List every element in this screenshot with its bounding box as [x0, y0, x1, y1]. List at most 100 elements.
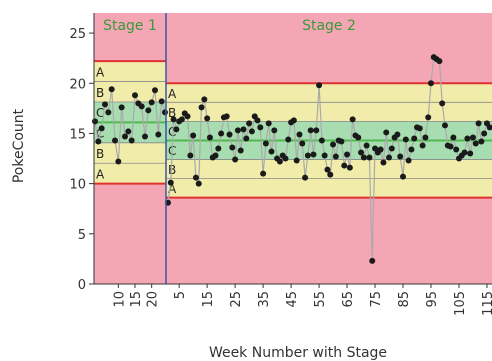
data-point [268, 148, 275, 155]
data-point [215, 145, 222, 152]
data-point [206, 134, 213, 141]
data-point [260, 170, 267, 177]
data-point [195, 180, 202, 187]
data-point [467, 150, 474, 157]
data-point [304, 152, 311, 159]
stage-1-zone-b-lower [94, 142, 166, 164]
data-point [122, 133, 128, 140]
data-point [411, 135, 418, 142]
data-point [380, 159, 387, 166]
stage-1-zone-label: A [96, 167, 105, 181]
data-point [386, 154, 393, 161]
data-point [338, 138, 345, 145]
stage-1-outside-lower [94, 183, 166, 284]
data-point [254, 117, 261, 124]
stage-2-zone-label: B [168, 106, 176, 120]
stage-2-zone-label: B [168, 163, 176, 177]
data-point [262, 140, 269, 147]
data-point [461, 149, 468, 156]
x-tick-label: 45 [285, 291, 300, 308]
data-point [486, 124, 492, 131]
data-point [419, 142, 426, 149]
data-point [155, 131, 162, 138]
stage-2-zone-label: A [168, 87, 177, 101]
data-point [408, 146, 415, 153]
data-point [170, 116, 177, 123]
x-tick-label: 75 [369, 291, 384, 308]
data-point [475, 120, 482, 127]
data-point [162, 109, 168, 116]
y-tick-label: 20 [69, 77, 86, 92]
data-point [105, 109, 112, 116]
data-point [366, 154, 373, 161]
stage-1-zone-label: B [96, 86, 104, 100]
data-point [307, 127, 314, 134]
data-point [226, 131, 233, 138]
x-tick-label: 10 [112, 291, 127, 308]
data-point [296, 131, 303, 138]
data-point [422, 134, 429, 141]
x-tick-label: 95 [425, 291, 440, 308]
data-point [102, 101, 108, 108]
data-point [98, 125, 105, 132]
data-point [316, 82, 323, 89]
stage-2-outside-upper [166, 13, 492, 84]
stage-1-zone-a-lower [94, 163, 166, 184]
data-point [330, 141, 337, 148]
stage-2-outside-lower [166, 197, 492, 284]
data-point [402, 136, 409, 143]
data-point [447, 143, 454, 150]
data-point [369, 257, 376, 264]
data-point [469, 134, 476, 141]
x-tick-label: 15 [129, 291, 144, 308]
stage-2-label: Stage 2 [302, 18, 356, 34]
data-point [198, 104, 205, 111]
data-point [271, 127, 278, 134]
data-point [246, 120, 253, 127]
data-point [112, 137, 118, 144]
data-point [192, 174, 199, 181]
x-tick-label: 20 [146, 291, 161, 308]
data-point [152, 87, 158, 94]
data-point [167, 179, 174, 186]
y-axis-title: PokeCount [11, 108, 27, 183]
data-point [128, 137, 135, 144]
data-point [201, 96, 208, 103]
data-point [400, 173, 407, 180]
data-point [223, 113, 230, 120]
data-point [184, 113, 191, 120]
data-point [132, 92, 138, 99]
data-point [453, 146, 460, 153]
data-point [115, 158, 122, 165]
data-point [218, 130, 225, 137]
data-point [425, 114, 432, 121]
data-point [212, 152, 219, 159]
x-tick-label: 55 [313, 291, 328, 308]
data-point [282, 155, 289, 162]
data-point [327, 171, 334, 178]
stage-1-zone-label: B [96, 147, 104, 161]
data-point [158, 98, 165, 105]
data-point [285, 136, 292, 143]
x-tick-label: 35 [257, 291, 272, 308]
data-point [397, 153, 404, 160]
data-point [341, 162, 348, 169]
stage-1-zone-label: A [96, 65, 105, 79]
data-point [416, 125, 423, 132]
data-point [439, 100, 446, 107]
x-axis-title: Week Number with Stage [209, 345, 387, 361]
data-point [178, 116, 185, 123]
data-point [187, 152, 194, 159]
data-point [405, 157, 412, 164]
stage-1-zone-label: C [96, 106, 104, 120]
data-point [257, 124, 264, 131]
data-point [394, 131, 401, 138]
data-point [108, 86, 115, 93]
data-point [293, 157, 300, 164]
stage-2-zone-label: A [168, 182, 177, 196]
data-point [142, 133, 148, 140]
x-tick-label: 115 [481, 291, 492, 316]
stage-1-series-line [94, 89, 166, 162]
data-point [360, 154, 367, 161]
data-point [472, 140, 479, 147]
